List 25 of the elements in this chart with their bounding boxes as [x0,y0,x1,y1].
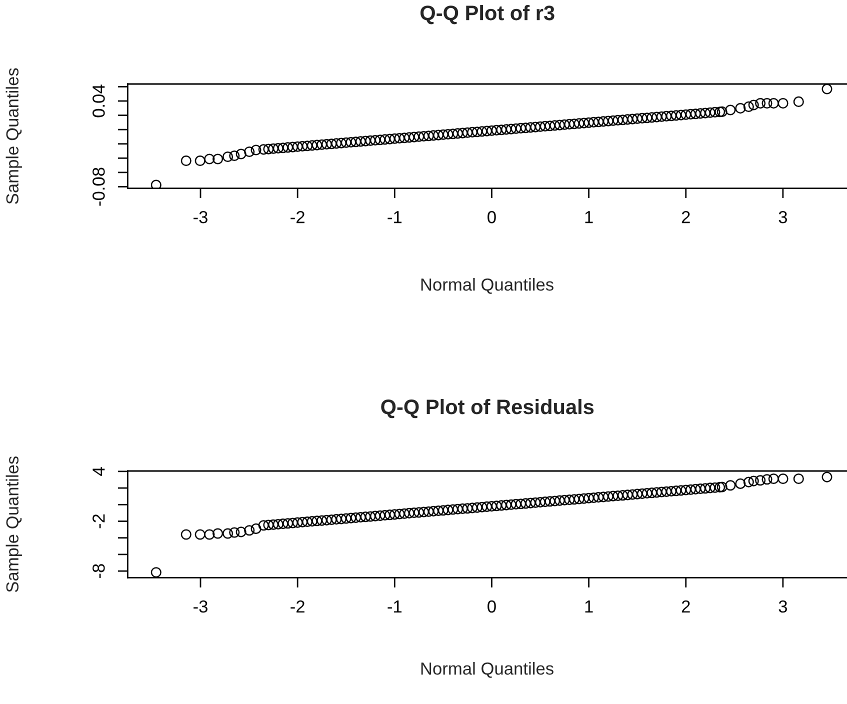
x-tick-label: 0 [488,210,496,224]
x-tick-label: 1 [585,600,593,613]
x-tick-label: 1 [585,211,593,224]
x-axis-title: Normal Quantiles [421,278,554,294]
y-tick-label: 0.04 [92,84,105,118]
x-tick-label: 2 [682,600,690,613]
y-axis-title: Sample Quantiles [6,456,22,592]
y-axis-title: Sample Quantiles [6,68,22,204]
y-tick-label: -2 [92,514,105,528]
chart-title: Q-Q Plot of r3 [420,5,554,24]
y-tick-label: -8 [92,564,105,578]
x-tick-label: -1 [388,211,402,224]
x-tick-label: 3 [778,210,787,224]
x-tick-label: 3 [778,600,787,613]
x-tick-label: -2 [290,600,304,613]
x-tick-label: 2 [682,210,690,224]
x-tick-label: 0 [488,600,496,613]
x-tick-label: -1 [388,600,402,613]
x-axis-title: Normal Quantiles [421,662,554,678]
x-tick-label: -3 [194,210,208,224]
x-tick-label: -2 [290,210,304,224]
y-tick-label: -0.08 [92,168,105,206]
x-tick-label: -3 [194,600,208,613]
y-tick-label: 4 [92,467,105,476]
chart-title: Q-Q Plot of Residuals [381,398,594,418]
